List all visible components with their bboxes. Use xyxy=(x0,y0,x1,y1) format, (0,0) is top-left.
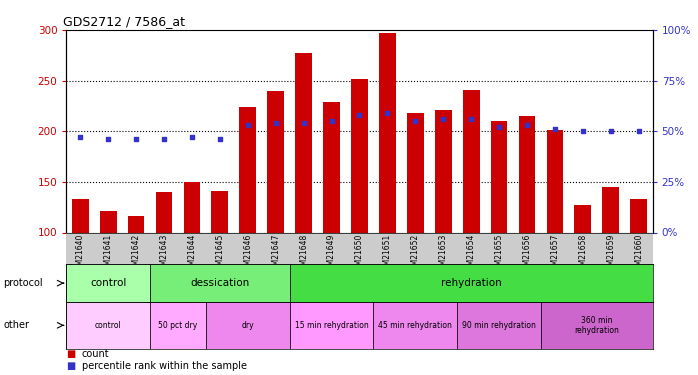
Text: GSM21648: GSM21648 xyxy=(299,234,308,275)
Point xyxy=(242,122,253,128)
Text: GSM21653: GSM21653 xyxy=(439,234,447,276)
Bar xyxy=(156,192,172,232)
Bar xyxy=(602,187,619,232)
Point xyxy=(270,120,281,126)
Bar xyxy=(407,113,424,232)
Text: GSM21650: GSM21650 xyxy=(355,234,364,276)
Text: GSM21644: GSM21644 xyxy=(188,234,196,276)
Point xyxy=(382,110,393,116)
Point xyxy=(214,136,225,142)
Text: count: count xyxy=(82,350,110,359)
Text: GSM21651: GSM21651 xyxy=(383,234,392,275)
Text: GSM21656: GSM21656 xyxy=(523,234,531,276)
Text: control: control xyxy=(90,278,126,288)
Bar xyxy=(630,199,647,232)
Point xyxy=(521,122,533,128)
Bar xyxy=(491,121,507,232)
Bar xyxy=(290,302,373,349)
Text: ■: ■ xyxy=(66,350,75,359)
Point xyxy=(75,134,86,140)
Point xyxy=(577,128,588,134)
Text: GDS2712 / 7586_at: GDS2712 / 7586_at xyxy=(63,15,185,28)
Text: ■: ■ xyxy=(66,361,75,370)
Point xyxy=(493,124,505,130)
Text: 90 min rehydration: 90 min rehydration xyxy=(462,321,536,330)
Bar xyxy=(463,90,480,232)
Text: percentile rank within the sample: percentile rank within the sample xyxy=(82,361,246,370)
Bar xyxy=(211,191,228,232)
Bar xyxy=(239,107,256,232)
Text: GSM21647: GSM21647 xyxy=(272,234,280,276)
Bar xyxy=(323,102,340,232)
Bar xyxy=(435,110,452,232)
Point xyxy=(326,118,337,124)
Bar xyxy=(547,130,563,232)
Bar xyxy=(100,211,117,232)
Bar xyxy=(150,302,206,349)
Bar xyxy=(574,205,591,232)
Bar xyxy=(66,264,150,302)
Bar xyxy=(206,302,290,349)
Text: dessication: dessication xyxy=(191,278,249,288)
Bar xyxy=(295,53,312,232)
Point xyxy=(354,112,365,118)
Text: GSM21652: GSM21652 xyxy=(411,234,419,275)
Point xyxy=(186,134,198,140)
Text: 360 min
rehydration: 360 min rehydration xyxy=(574,316,619,335)
Bar xyxy=(373,302,457,349)
Text: GSM21643: GSM21643 xyxy=(160,234,168,276)
Text: other: other xyxy=(3,320,29,330)
Point xyxy=(549,126,560,132)
Bar xyxy=(66,302,150,349)
Text: GSM21657: GSM21657 xyxy=(551,234,559,276)
Text: GSM21642: GSM21642 xyxy=(132,234,140,275)
Text: GSM21658: GSM21658 xyxy=(579,234,587,275)
Text: GSM21645: GSM21645 xyxy=(216,234,224,276)
Text: GSM21649: GSM21649 xyxy=(327,234,336,276)
Text: GSM21659: GSM21659 xyxy=(607,234,615,276)
Text: 15 min rehydration: 15 min rehydration xyxy=(295,321,369,330)
Text: dry: dry xyxy=(242,321,254,330)
Text: 50 pct dry: 50 pct dry xyxy=(158,321,198,330)
Text: GSM21641: GSM21641 xyxy=(104,234,112,275)
Bar xyxy=(150,264,290,302)
Bar xyxy=(541,302,653,349)
Bar xyxy=(379,33,396,232)
Text: protocol: protocol xyxy=(3,278,43,288)
Text: GSM21660: GSM21660 xyxy=(634,234,643,276)
Text: control: control xyxy=(95,321,121,330)
Point xyxy=(158,136,170,142)
Text: 45 min rehydration: 45 min rehydration xyxy=(378,321,452,330)
Point xyxy=(131,136,142,142)
Text: GSM21655: GSM21655 xyxy=(495,234,503,276)
Text: GSM21640: GSM21640 xyxy=(76,234,84,276)
Bar xyxy=(457,302,541,349)
Bar xyxy=(351,79,368,232)
Bar xyxy=(184,182,200,232)
Bar xyxy=(290,264,653,302)
Text: GSM21646: GSM21646 xyxy=(244,234,252,276)
Bar xyxy=(519,116,535,232)
Bar xyxy=(72,199,89,232)
Bar xyxy=(128,216,144,232)
Point xyxy=(466,116,477,122)
Point xyxy=(633,128,644,134)
Point xyxy=(298,120,309,126)
Text: GSM21654: GSM21654 xyxy=(467,234,475,276)
Text: rehydration: rehydration xyxy=(440,278,502,288)
Point xyxy=(438,116,449,122)
Point xyxy=(410,118,421,124)
Point xyxy=(605,128,616,134)
Bar xyxy=(267,91,284,232)
Point xyxy=(103,136,114,142)
